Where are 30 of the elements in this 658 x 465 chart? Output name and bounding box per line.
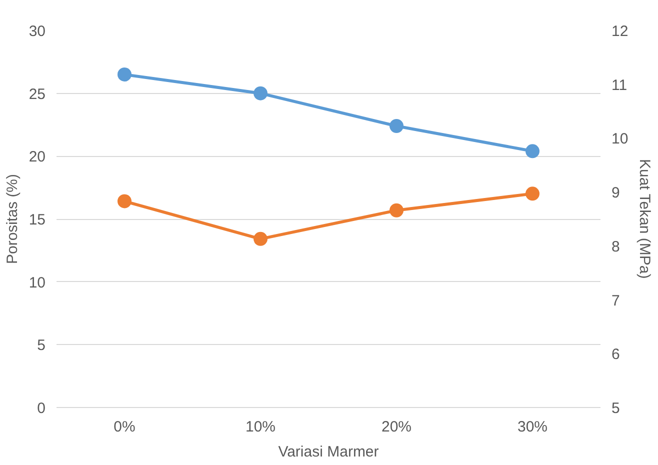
y2-tick-label: 11 (612, 76, 628, 94)
y-tick-label: 5 (37, 337, 46, 354)
y2-tick-label: 9 (612, 184, 620, 202)
y2-tick-label: 6 (612, 346, 620, 364)
point (390, 203, 404, 218)
point (118, 67, 132, 82)
y2-tick-label: 12 (612, 23, 628, 40)
point (118, 194, 132, 208)
x-tick-label: 30% (517, 418, 548, 436)
point (254, 232, 268, 246)
y-tick-label: 0 (37, 400, 46, 417)
point (390, 119, 404, 133)
x-tick-label: 0% (114, 418, 136, 436)
y-tick-label: 10 (28, 274, 46, 292)
x-axis-title: Variasi Marmer (278, 444, 379, 460)
y-tick-label: 25 (28, 86, 46, 103)
y2-tick-label: 8 (612, 238, 620, 256)
y-tick-label: 20 (28, 148, 46, 166)
y-tick-label: 15 (28, 212, 46, 228)
y2-tick-label: 5 (612, 400, 620, 417)
point (526, 144, 540, 158)
y-axis-title: Porositas (%) (4, 174, 21, 264)
point (254, 86, 268, 100)
x-tick-label: 10% (245, 418, 276, 436)
y2-tick-label: 10 (612, 130, 628, 148)
y-tick-label: 30 (28, 23, 46, 40)
point (526, 186, 540, 201)
y2-axis-title: Kuat Tekan (MPa) (636, 158, 654, 279)
x-tick-label: 20% (381, 418, 412, 436)
y2-tick-label: 7 (612, 292, 620, 310)
